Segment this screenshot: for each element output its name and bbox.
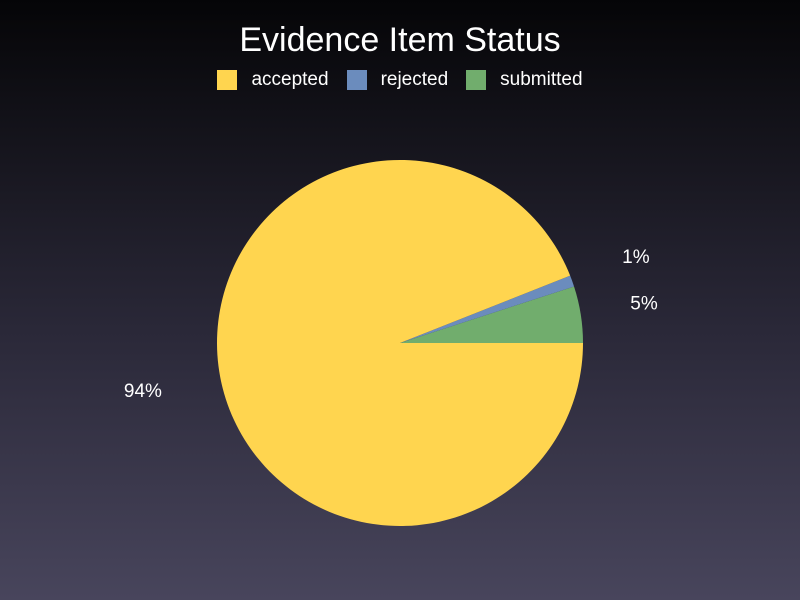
legend-swatch-accepted (217, 70, 238, 90)
legend-swatch-submitted (466, 70, 487, 90)
slice-label-accepted: 94% (124, 381, 162, 402)
pie-slice-submitted (400, 286, 583, 343)
pie-slice-rejected (400, 275, 575, 343)
legend-swatch-rejected (346, 70, 367, 90)
legend-item-accepted: accepted (217, 69, 329, 91)
slice-label-rejected: 1% (622, 247, 650, 268)
legend: accepted rejected submitted (0, 69, 800, 91)
legend-label-rejected: rejected (380, 69, 449, 90)
chart-title: Evidence Item Status (239, 21, 561, 59)
legend-item-submitted: submitted (466, 69, 583, 91)
slice-label-submitted: 5% (630, 293, 658, 314)
legend-label-accepted: accepted (251, 69, 329, 90)
legend-item-rejected: rejected (346, 69, 449, 91)
pie-slice-accepted (216, 159, 583, 526)
legend-label-submitted: submitted (500, 69, 583, 90)
